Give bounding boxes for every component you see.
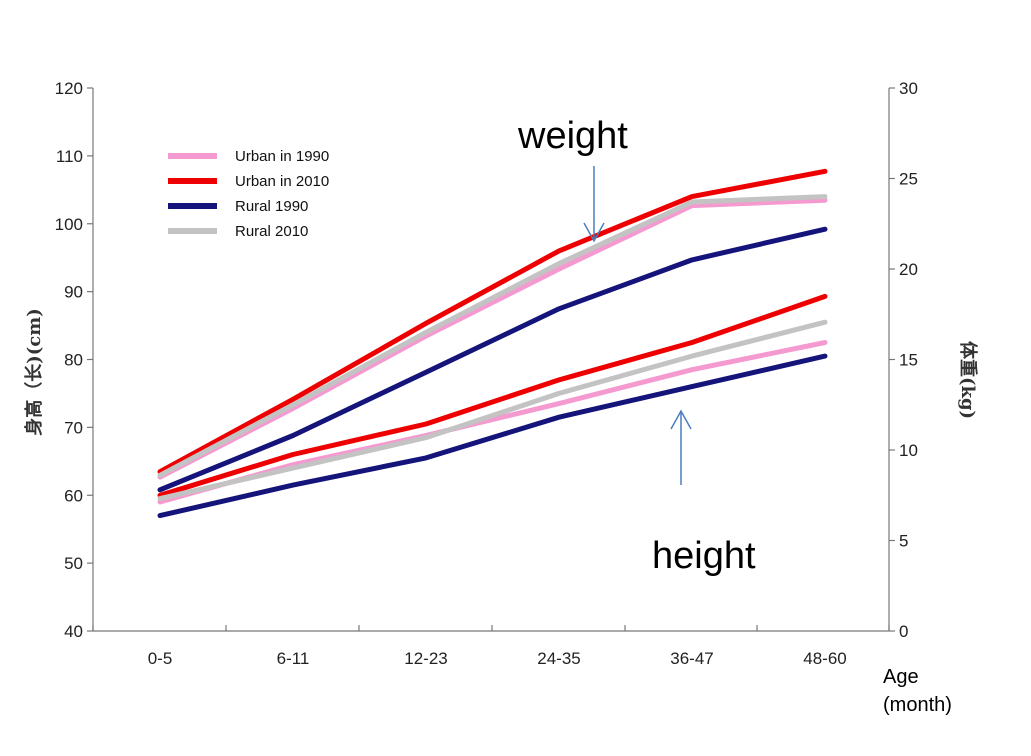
right-axis-title: 体重(kg) (957, 341, 979, 419)
right-tick-label: 5 (899, 532, 908, 551)
x-tick-label: 36-47 (670, 649, 713, 668)
x-tick-label: 48-60 (803, 649, 846, 668)
height-annotation: height (652, 409, 756, 577)
legend: Urban in 1990 Urban in 2010 Rural 1990 Rura… (168, 148, 329, 240)
left-tick-label: 40 (64, 622, 83, 641)
right-tick-label: 30 (899, 79, 918, 98)
x-axis-title-line1: Age (883, 666, 919, 688)
legend-label: Urban in 1990 (235, 148, 329, 165)
weight-annotation-label: weight (517, 115, 628, 157)
left-tick-label: 80 (64, 351, 83, 370)
legend-label: Rural 1990 (235, 198, 308, 215)
left-tick-label: 110 (56, 147, 83, 166)
x-tick-label: 0-5 (148, 649, 173, 668)
weight-line-urban-in-1990 (157, 197, 828, 480)
weight-annotation: weight (517, 115, 628, 243)
series-layer (157, 168, 828, 519)
left-tick-label: 70 (64, 418, 83, 437)
height-line-rural-2010 (157, 319, 828, 502)
height-arrow-head (670, 409, 692, 430)
right-tick-label: 25 (899, 170, 918, 189)
right-tick-label: 20 (899, 260, 918, 279)
left-tick-label: 90 (64, 283, 83, 302)
height-line-rural-1990 (157, 353, 828, 519)
height-line-urban-in-2010 (157, 293, 828, 498)
x-axis-title-line2: (month) (883, 694, 952, 716)
x-tick-label: 12-23 (404, 649, 447, 668)
weight-line-urban-in-2010 (157, 168, 828, 475)
legend-label: Rural 2010 (235, 223, 308, 240)
right-tick-label: 0 (899, 622, 908, 641)
left-axis-title: 身高（长)(cm) (23, 308, 45, 436)
left-tick-label: 120 (55, 79, 83, 98)
height-annotation-label: height (652, 535, 756, 577)
weight-arrow-head (583, 222, 605, 243)
x-tick-label: 24-35 (537, 649, 580, 668)
right-tick-label: 10 (899, 441, 918, 460)
weight-line-rural-2010 (157, 194, 828, 478)
left-tick-label: 50 (64, 554, 83, 573)
weight-series-group (157, 168, 828, 493)
weight-line-rural-1990 (157, 226, 828, 493)
axes: 40 50 60 70 80 90 100 110 120 0 5 10 15 20 25 30 0-5 6-11… (55, 79, 918, 668)
right-tick-label: 15 (899, 351, 918, 370)
x-tick-label: 6-11 (277, 649, 310, 668)
left-tick-label: 60 (64, 486, 83, 505)
height-series-group (157, 293, 828, 519)
left-tick-label: 100 (55, 215, 83, 234)
legend-label: Urban in 2010 (235, 173, 329, 190)
